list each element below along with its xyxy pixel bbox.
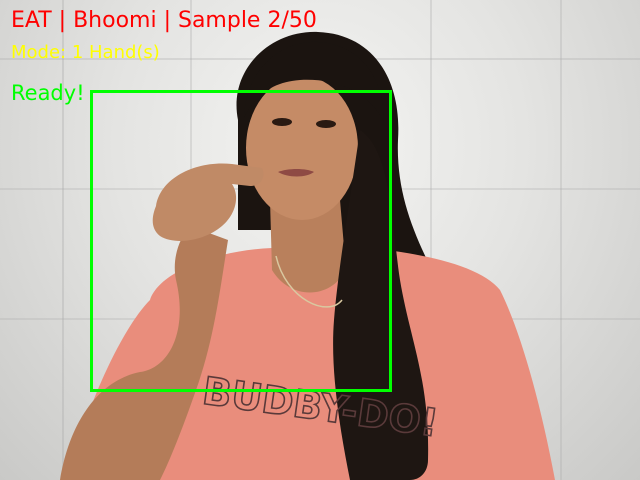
capture-status: Ready! [11, 81, 85, 105]
sign-label-sample-counter: EAT | Bhoomi | Sample 2/50 [11, 8, 317, 33]
lips [278, 169, 314, 177]
necklace [275, 255, 343, 308]
hair-fringe [244, 41, 384, 122]
left-eye [272, 118, 292, 126]
face [246, 76, 358, 220]
hand [152, 163, 264, 241]
right-eye [316, 120, 336, 128]
hair-side [333, 130, 429, 480]
neck [270, 200, 346, 293]
raised-arm [60, 226, 228, 480]
detection-roi-box [90, 90, 392, 392]
hand-mode-indicator: Mode: 1 Hand(s) [11, 42, 160, 63]
